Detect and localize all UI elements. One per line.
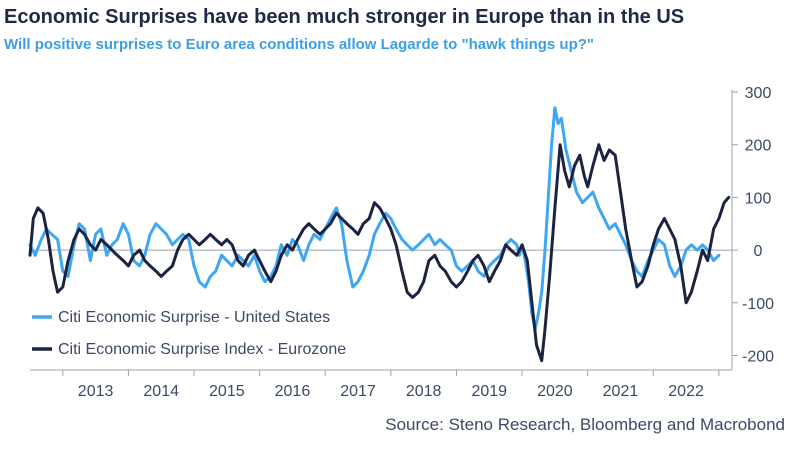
x-tick-label: 2013 <box>78 383 114 400</box>
chart-title: Economic Surprises have been much strong… <box>4 6 685 28</box>
series-line-eurozone <box>28 143 731 363</box>
chart-axes: 300 200 100 0 -100 -200 2013 2014 2015 2016 2017 20… <box>30 85 774 400</box>
y-tick-label: 300 <box>745 85 772 102</box>
legend-label: Citi Economic Surprise Index - Eurozone <box>58 341 346 358</box>
chart-subtitle: Will positive surprises to Euro area con… <box>4 36 595 53</box>
x-tick-label: 2017 <box>340 383 376 400</box>
x-tick-label: 2016 <box>275 383 311 400</box>
source-note: Source: Steno Research, Bloomberg and Ma… <box>385 415 785 434</box>
legend-label: Citi Economic Surprise - United States <box>58 309 330 326</box>
x-tick-label: 2021 <box>603 383 639 400</box>
series-line-united-states <box>28 106 721 331</box>
x-tick-label: 2018 <box>406 383 442 400</box>
y-tick-label: -200 <box>742 348 774 365</box>
x-tick-label: 2020 <box>537 383 573 400</box>
y-tick-label: 200 <box>745 138 772 155</box>
x-tick-label: 2014 <box>143 383 179 400</box>
y-tick-label: -100 <box>742 296 774 313</box>
y-tick-label: 0 <box>754 243 763 260</box>
x-tick-label: 2019 <box>471 383 507 400</box>
series-layer <box>28 106 731 363</box>
x-tick-label: 2022 <box>668 383 704 400</box>
y-tick-label: 100 <box>745 190 772 207</box>
x-tick-label: 2015 <box>209 383 245 400</box>
chart-legend: Citi Economic Surprise - United States Ci… <box>32 309 346 358</box>
